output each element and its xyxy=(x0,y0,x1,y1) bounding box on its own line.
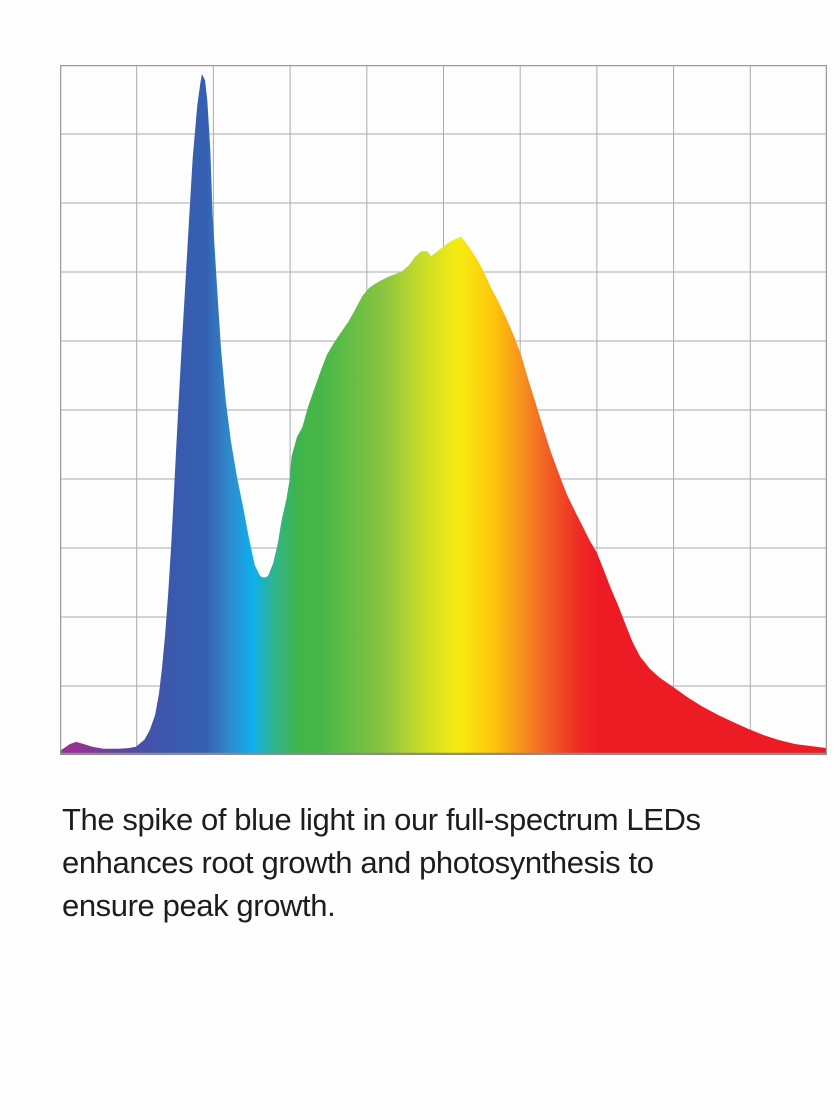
caption-line-1: The spike of blue light in our full-spec… xyxy=(62,802,701,837)
caption-line-3: ensure peak growth. xyxy=(62,888,336,923)
caption-line-2: enhances root growth and photosynthesis … xyxy=(62,845,654,880)
led-spectrum-chart xyxy=(60,65,827,755)
chart-caption: The spike of blue light in our full-spec… xyxy=(62,798,807,927)
spectrum-area xyxy=(60,74,827,755)
spectrum-svg xyxy=(60,65,827,755)
